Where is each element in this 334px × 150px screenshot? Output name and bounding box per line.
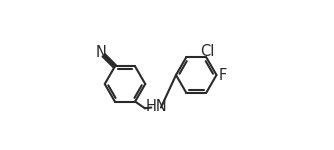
Text: F: F: [219, 68, 227, 82]
Text: HN: HN: [145, 99, 167, 114]
Text: Cl: Cl: [200, 44, 214, 59]
Text: N: N: [96, 45, 107, 60]
